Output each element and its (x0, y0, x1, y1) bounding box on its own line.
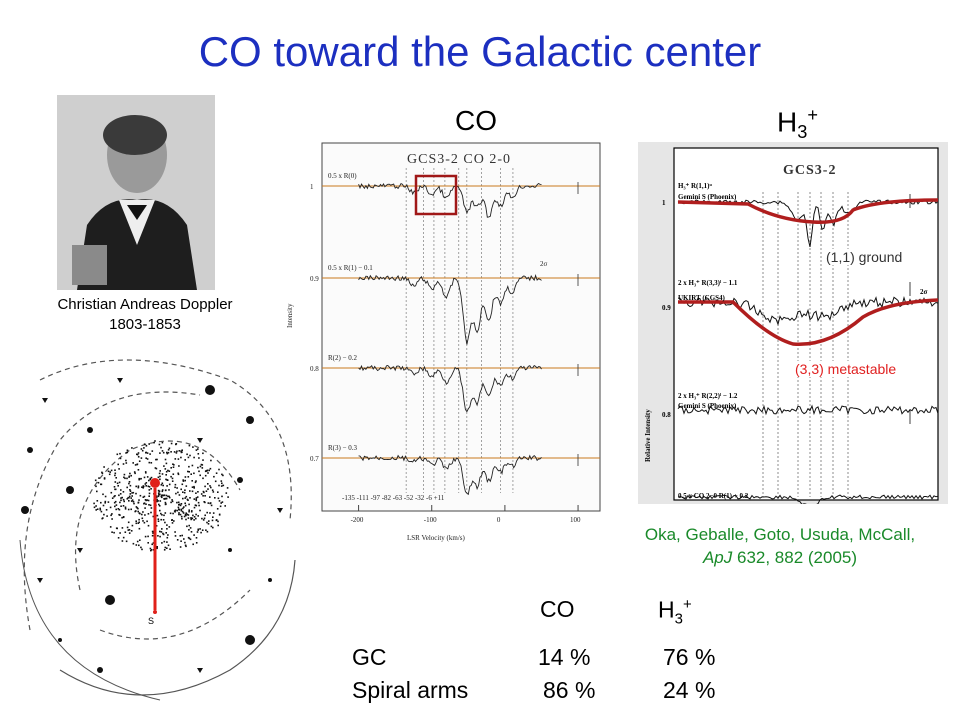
co-heading: CO (455, 105, 497, 136)
reference-journal: ApJ (702, 548, 733, 567)
co-y-ticks: 1 0.9 0.8 0.7 (310, 183, 319, 463)
reference-authors: Oka, Geballe, Goto, Usuda, McCall, (644, 525, 916, 544)
galaxy-star-cloud (21, 378, 283, 673)
table-row-spiral-label: Spiral arms (352, 677, 469, 703)
h3-sigma-label: 2σ (920, 288, 928, 296)
co-trace-label: R(2) − 0.2 (328, 354, 358, 362)
portrait-caption-years: 1803-1853 (109, 316, 181, 333)
co-velocity-marks: -135 -111 -97 -82 -63 -52 -32 -6 +11 (342, 494, 445, 502)
table-row-gc-co: 14 % (538, 644, 591, 670)
h3-spectrum-plot: GCS3-2 Relative Intensity 1 0.9 0.8 H₃⁺ R(… (638, 142, 948, 509)
table-row-gc-h3: 76 % (663, 644, 716, 670)
co-x-ticks: -200 -100 0 100 (351, 505, 581, 524)
co-sigma-label: 2σ (540, 260, 548, 268)
h3-trace-label: 2 x H₃⁺ R(3,3)ˡ − 1.1 (678, 279, 738, 287)
co-y-tick-label: 0.8 (310, 365, 319, 373)
co-trace-labels: 0.5 x R(0) 0.5 x R(1) − 0.1 R(2) − 0.2 R(3)… (328, 172, 373, 452)
h3-spectrum-svg: GCS3-2 Relative Intensity 1 0.9 0.8 H₃⁺ R(… (638, 142, 948, 509)
co-x-tick-label: 100 (570, 516, 581, 524)
galactic-center-marker (150, 478, 160, 488)
portrait-caption-name: Christian Andreas Doppler (57, 296, 233, 313)
annot-metastable: (3,3) metastable (795, 361, 897, 377)
co-traces (322, 182, 600, 496)
co-trace-label: 0.5 x R(0) (328, 172, 357, 180)
table-header-co: CO (540, 596, 575, 622)
h3-plot-title: GCS3-2 (783, 163, 836, 178)
h3-trace-label: 2 x H₃⁺ R(2,2)ˡ − 1.2 (678, 392, 738, 400)
galaxy-spiral-map: S (0, 340, 310, 720)
portrait-image (57, 95, 215, 290)
h3-heading-main: H (777, 106, 798, 138)
table-row-gc-label: GC (352, 644, 387, 670)
page-title: CO toward the Galactic center (198, 28, 762, 75)
co-spectrum-plot: GCS3-2 CO 2-0 Intensity LSR Velocity (km… (282, 138, 607, 548)
co-plot-frame (321, 142, 601, 512)
h3-heading-sup: + (807, 105, 818, 125)
table-row-spiral-co: 86 % (543, 677, 596, 703)
reference-details: 632, 882 (2005) (732, 548, 858, 567)
h3-trace-label: UKIRT (CGS4) (678, 294, 726, 302)
co-x-tick-label: -100 (424, 516, 437, 524)
h3-trace-label: 0.5 x CO 2−0 R(1) + 0.2 (678, 492, 749, 500)
sun-label: S (148, 616, 154, 626)
co-x-axis-label: LSR Velocity (km/s) (407, 534, 465, 542)
h3-y-tick-label: 0.8 (662, 411, 671, 419)
h3-heading-sub: 3 (797, 121, 808, 142)
co-y-tick-label: 1 (310, 183, 314, 191)
co-plot-title: GCS3-2 CO 2-0 (407, 152, 511, 167)
table-header-h3: H3+ (658, 596, 692, 627)
co-trace-label: R(3) − 0.3 (328, 444, 358, 452)
co-x-tick-label: -200 (351, 516, 364, 524)
h3-trace-label: Gemini S (Phoenix) (678, 402, 737, 410)
co-spectrum-svg: GCS3-2 CO 2-0 Intensity LSR Velocity (km… (286, 142, 601, 542)
h3-plot-frame (673, 147, 939, 501)
table-header-h3-sub: 3 (674, 610, 683, 628)
co-trace-label: 0.5 x R(1) − 0.1 (328, 264, 373, 272)
h3-y-tick-label: 0.9 (662, 304, 671, 312)
table-row-spiral-h3: 24 % (663, 677, 716, 703)
table-header-h3-sup: + (682, 596, 692, 613)
reference-citation: ApJ 632, 882 (2005) (600, 548, 960, 568)
annot-ground: (1,1) ground (826, 249, 903, 265)
doppler-portrait (57, 95, 215, 290)
h3-y-tick-label: 1 (662, 199, 666, 207)
h3-trace-label: Gemini S (Phoenix) (678, 193, 737, 201)
co-y-axis-label: Intensity (286, 303, 294, 328)
table-header-h3-main: H (658, 596, 675, 623)
h3-heading: H3+ (777, 105, 818, 143)
h3-y-ticks: 1 0.9 0.8 (662, 199, 671, 419)
co-y-tick-label: 0.9 (310, 275, 319, 283)
co-y-tick-label: 0.7 (310, 455, 319, 463)
co-x-tick-label: 0 (497, 516, 501, 524)
h3-y-axis-label: Relative Intensity (644, 409, 652, 462)
co-highlight-box (414, 174, 458, 216)
h3-fit-curves (677, 198, 939, 347)
h3-trace-label: H₃⁺ R(1,1)ᵘ (678, 182, 712, 190)
h3-trace-labels: H₃⁺ R(1,1)ᵘ Gemini S (Phoenix) 2 x H₃⁺ R(3… (678, 182, 749, 500)
galaxy-map-svg: S (19, 359, 296, 701)
